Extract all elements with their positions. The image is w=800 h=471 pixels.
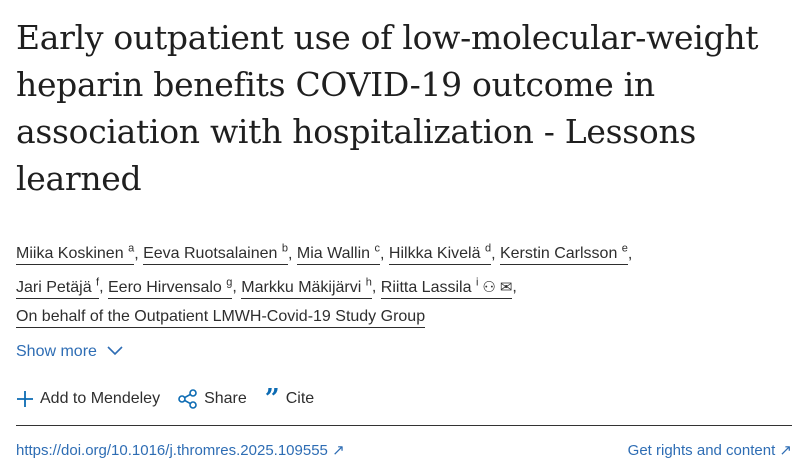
author-link[interactable]: Kerstin Carlsson e: [499, 243, 628, 266]
rights-link[interactable]: Get rights and content ↗: [628, 441, 792, 459]
share-button[interactable]: Share: [178, 389, 247, 409]
author-name: Mia Wallin: [296, 245, 371, 263]
affiliation-mark[interactable]: c: [374, 243, 381, 255]
plus-icon: [17, 391, 33, 407]
show-more-button[interactable]: Show more: [16, 343, 123, 361]
affiliation-mark[interactable]: e: [621, 243, 628, 255]
external-link-icon: ↗: [779, 442, 792, 459]
divider: [16, 425, 792, 426]
affiliation-mark[interactable]: h: [365, 276, 372, 289]
share-label: Share: [204, 390, 247, 407]
doi-link[interactable]: https://doi.org/10.1016/j.thromres.2025.…: [16, 441, 345, 459]
article-title: Early outpatient use of low-molecular-we…: [16, 18, 759, 198]
envelope-icon[interactable]: ✉: [499, 278, 513, 296]
affiliation-mark[interactable]: b: [281, 243, 288, 255]
article-actions: Add to Mendeley Share ” Cite: [16, 384, 315, 414]
author-link[interactable]: Markku Mäkijärvi h: [241, 276, 372, 299]
study-group-link[interactable]: On behalf of the Outpatient LMWH-Covid-1…: [16, 307, 426, 328]
chevron-down-icon: [107, 346, 123, 356]
author-link[interactable]: Miika Koskinen a: [16, 243, 135, 266]
author-name: Kerstin Carlsson: [499, 245, 618, 263]
author-name: Miika Koskinen: [16, 245, 124, 263]
author-name: Markku Mäkijärvi: [241, 278, 362, 296]
share-icon: [178, 389, 197, 409]
doi-text: https://doi.org/10.1016/j.thromres.2025.…: [16, 442, 328, 459]
affiliation-mark[interactable]: i: [475, 276, 479, 289]
author-link[interactable]: Riitta Lassila i ⚇ ✉: [380, 276, 513, 299]
show-more-label: Show more: [16, 343, 97, 360]
author-name: Hilkka Kivelä: [388, 245, 481, 263]
quote-icon: ”: [264, 384, 280, 414]
author-link[interactable]: Eeva Ruotsalainen b: [143, 243, 288, 266]
author-link[interactable]: Jari Petäjä f: [16, 276, 100, 299]
author-list: Miika Koskinen a, Eeva Ruotsalainen b, M…: [16, 235, 796, 331]
affiliation-mark[interactable]: d: [484, 243, 492, 255]
author-name: Eeva Ruotsalainen: [143, 245, 278, 263]
mendeley-label: Add to Mendeley: [40, 390, 161, 407]
add-to-mendeley-button[interactable]: Add to Mendeley: [16, 389, 160, 409]
person-icon: ⚇: [482, 278, 496, 296]
external-link-icon: ↗: [332, 442, 345, 459]
affiliation-mark[interactable]: f: [96, 276, 100, 289]
author-name: Eero Hirvensalo: [108, 278, 222, 296]
author-link[interactable]: Hilkka Kivelä d: [388, 243, 492, 266]
rights-text: Get rights and content: [627, 442, 776, 459]
author-name: Riitta Lassila: [380, 278, 472, 296]
author-name: Jari Petäjä: [16, 278, 92, 296]
cite-label: Cite: [285, 390, 315, 407]
author-link[interactable]: Mia Wallin c: [296, 243, 381, 266]
affiliation-mark[interactable]: g: [226, 276, 233, 289]
cite-button[interactable]: ” Cite: [264, 384, 315, 414]
affiliation-mark[interactable]: a: [128, 243, 135, 255]
author-link[interactable]: Eero Hirvensalo g: [108, 276, 233, 299]
